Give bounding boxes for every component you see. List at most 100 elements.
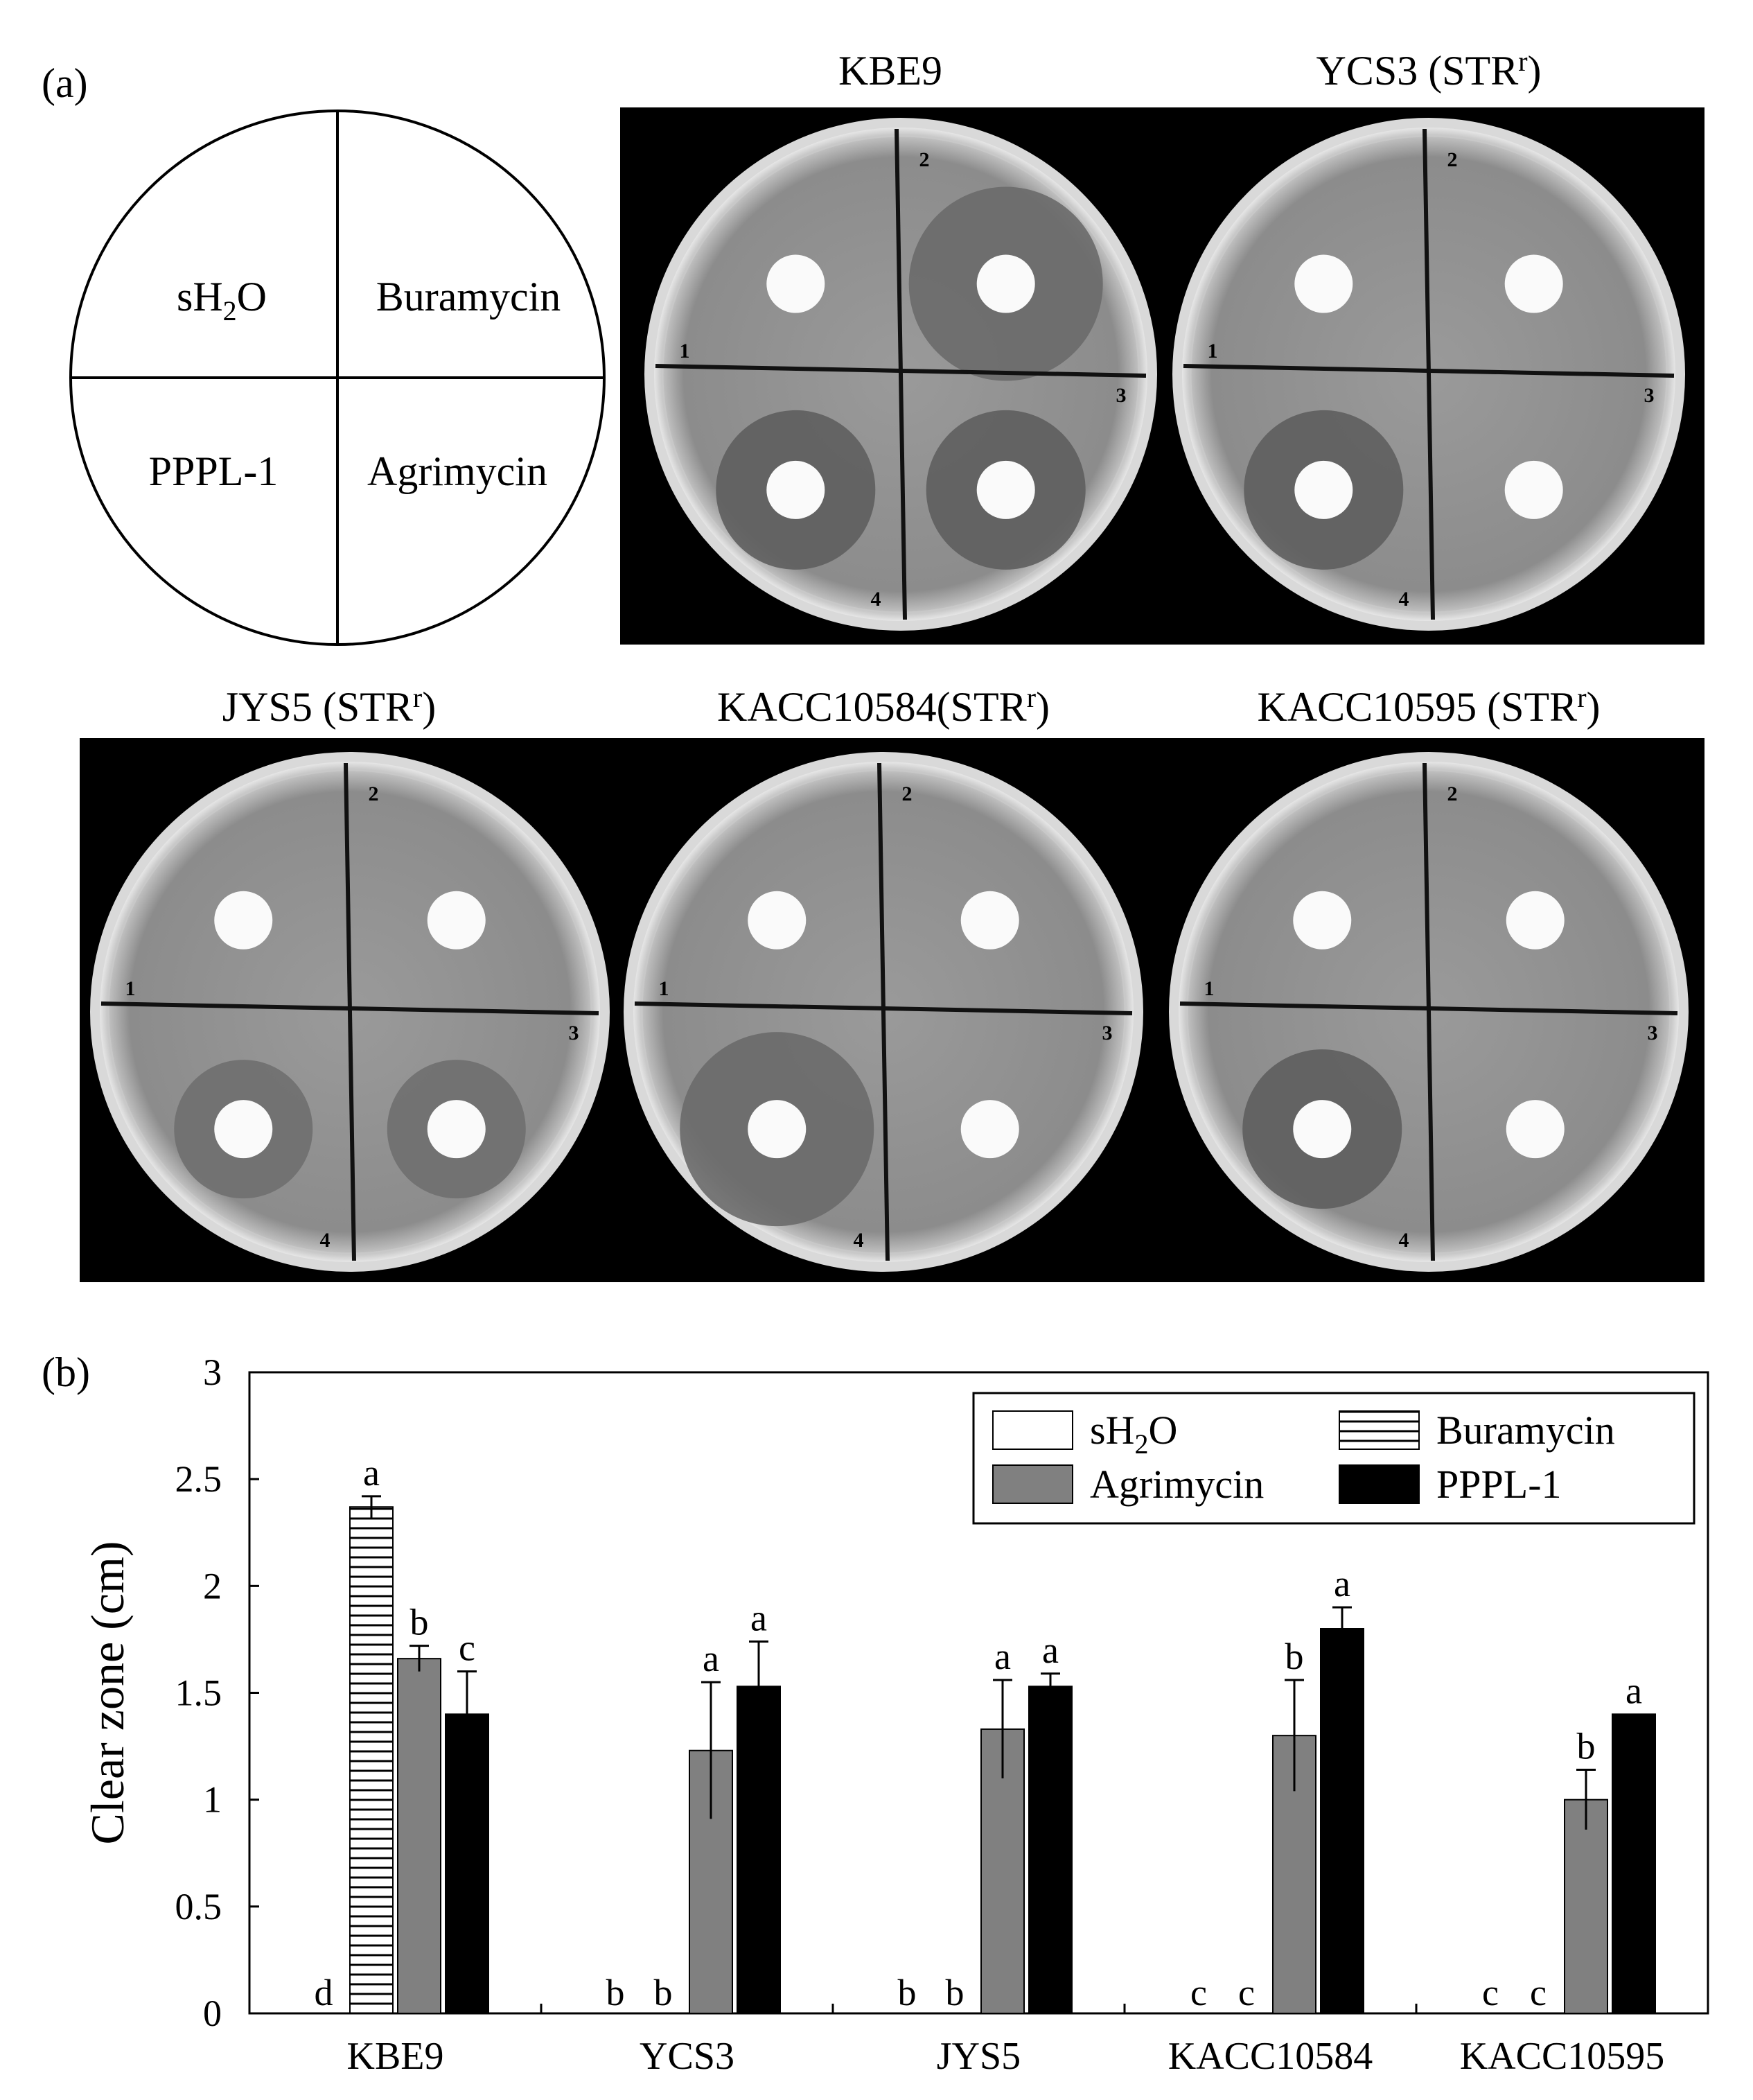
plate-mark-4: 4 (1399, 588, 1409, 611)
legend-label: PPPL-1 (1436, 1462, 1562, 1507)
schematic-label-pppl1: PPPL-1 (149, 448, 279, 494)
plate-mark-3: 3 (1648, 1022, 1658, 1044)
plate-mark-2: 1 (680, 340, 690, 362)
plate-title-tail: ) (1528, 48, 1542, 94)
plate-1: KBE9 2 1 3 4 (644, 48, 1157, 631)
plate-divider-v (344, 762, 356, 1261)
significance-letter: c (1530, 1972, 1547, 2013)
paper-disc-ppplone (214, 1100, 273, 1159)
legend-label: sH2O (1090, 1408, 1177, 1460)
legend-swatch (1339, 1410, 1420, 1450)
plate-title: KBE9 (838, 48, 942, 94)
plate-mark-2: 1 (659, 977, 669, 1000)
bar-pppl-1 (445, 1713, 489, 2014)
significance-letter: b (606, 1972, 625, 2013)
legend: sH2O Buramycin Agrimycin PPPL-1 (972, 1392, 1695, 1525)
schematic-label-sh2o: sH2O (177, 274, 267, 326)
paper-disc-buramycin (976, 254, 1035, 313)
significance-letter: b (898, 1972, 917, 2013)
plate-mark-1: 2 (1447, 148, 1458, 171)
paper-disc-sh2o (214, 891, 273, 950)
paper-disc-ppplone (1294, 460, 1353, 519)
significance-letter: a (750, 1598, 767, 1639)
legend-box (972, 1392, 1695, 1525)
y-axis-label: Clear zone (cm) (81, 1541, 134, 1845)
y-tick-label: 0 (203, 1993, 222, 2034)
y-tick-label: 1 (203, 1779, 222, 1821)
y-tick-label: 2.5 (175, 1458, 222, 1500)
paper-disc-sh2o (1293, 891, 1352, 950)
significance-letter: c (1190, 1972, 1207, 2013)
significance-letter: c (1482, 1972, 1499, 2013)
bar-pppl-1 (1612, 1713, 1656, 2014)
plate-mark-2: 1 (125, 977, 136, 1000)
significance-letter: a (994, 1636, 1011, 1677)
bar-agrimycin (1272, 1735, 1316, 2015)
x-tick-label: JYS5 (937, 2035, 1021, 2078)
plate-mark-2: 1 (1208, 340, 1218, 362)
significance-letter: a (1626, 1670, 1642, 1711)
paper-disc-agrimycin (960, 1100, 1019, 1159)
plate-title-sup: r (1518, 46, 1527, 77)
plate-title-sup: r (1577, 682, 1586, 713)
significance-letter: b (410, 1602, 429, 1643)
y-tick-label: 1.5 (175, 1672, 222, 1714)
plate-mark-1: 2 (1447, 782, 1458, 805)
significance-letter: c (1238, 1972, 1255, 2013)
paper-disc-buramycin (1506, 891, 1565, 950)
bar-pppl-1 (1320, 1628, 1364, 2014)
schematic-label-buramycin: Buramycin (376, 274, 561, 320)
plate-title: KACC10584(STRr) (717, 682, 1050, 730)
plate-title-main: KACC10584(STR (717, 684, 1027, 730)
x-tick-label: KACC10584 (1168, 2035, 1373, 2078)
y-tick-label: 2 (203, 1565, 222, 1607)
legend-swatch (992, 1464, 1073, 1504)
plate-divider-h (1183, 364, 1675, 378)
plate-divider-h (655, 364, 1147, 378)
plate-title-sup: r (1027, 682, 1036, 713)
x-tick-label: KACC10595 (1460, 2035, 1665, 2078)
schematic-label-agrimycin: Agrimycin (367, 448, 547, 494)
significance-letter: b (654, 1972, 673, 2013)
plate-divider-v (895, 128, 907, 620)
plate-mark-1: 2 (369, 782, 379, 805)
plate-title-tail: ) (422, 684, 436, 730)
plate-mark-4: 4 (320, 1229, 331, 1252)
plate-mark-4: 4 (1399, 1229, 1409, 1252)
plate-mark-1: 2 (902, 782, 913, 805)
significance-letter: b (946, 1972, 964, 2013)
plate-divider-v (1422, 762, 1435, 1261)
legend-label-sub: 2 (1134, 1428, 1148, 1460)
plate-mark-4: 4 (854, 1229, 864, 1252)
panel-b-label: (b) (42, 1349, 90, 1395)
legend-label-part: O (1148, 1408, 1177, 1453)
plate-divider-v (877, 762, 890, 1261)
plate-mark-2: 1 (1204, 977, 1215, 1000)
significance-letter: d (315, 1972, 333, 2013)
plate-title: KACC10595 (STRr) (1257, 682, 1600, 730)
plate-title-main: YCS3 (STR (1316, 48, 1518, 94)
bar-pppl-1 (1028, 1686, 1073, 2014)
legend-swatch (1339, 1464, 1420, 1504)
plate-title-tail: ) (1036, 684, 1050, 730)
plate-divider-h (1179, 1001, 1678, 1015)
plate-mark-3: 3 (1116, 384, 1127, 407)
bar-buramycin (349, 1506, 394, 2014)
legend-swatch (992, 1410, 1073, 1450)
y-tick-label: 3 (203, 1351, 222, 1393)
x-tick-label: KBE9 (347, 2035, 444, 2078)
plate-title-sup: r (413, 682, 422, 713)
plate-divider-v (1422, 128, 1435, 620)
x-tick-label: YCS3 (640, 2035, 734, 2078)
plate-3: JYS5 (STRr) 2 1 3 4 (90, 682, 610, 1272)
paper-disc-agrimycin (427, 1100, 486, 1159)
plate-divider-h (634, 1001, 1133, 1015)
significance-letter: b (1285, 1636, 1304, 1677)
bar-agrimycin (397, 1658, 441, 2015)
plate-title-main: KACC10595 (STR (1257, 684, 1577, 730)
plate-2: YCS3 (STRr) 2 1 3 4 (1172, 46, 1685, 631)
paper-disc-sh2o (766, 254, 825, 313)
